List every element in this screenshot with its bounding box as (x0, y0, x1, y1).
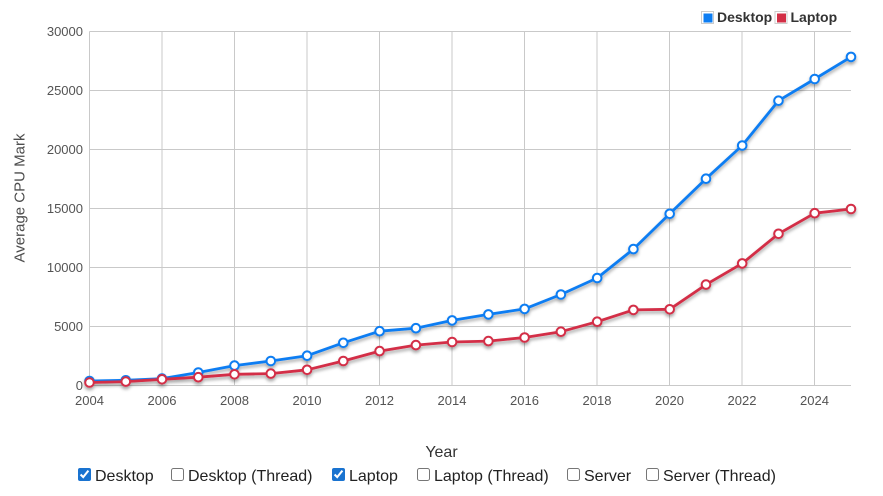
svg-text:2022: 2022 (728, 393, 757, 408)
svg-text:2006: 2006 (148, 393, 177, 408)
svg-text:Average CPU Mark: Average CPU Mark (12, 133, 29, 262)
svg-text:25000: 25000 (47, 83, 83, 98)
svg-text:2014: 2014 (438, 393, 467, 408)
svg-text:2018: 2018 (583, 393, 612, 408)
svg-text:2012: 2012 (365, 393, 394, 408)
svg-text:0: 0 (76, 378, 83, 393)
svg-text:5000: 5000 (54, 319, 83, 334)
svg-text:Laptop: Laptop (791, 9, 838, 25)
svg-text:2008: 2008 (220, 393, 249, 408)
svg-text:2020: 2020 (655, 393, 684, 408)
svg-text:10000: 10000 (47, 260, 83, 275)
svg-text:2016: 2016 (510, 393, 539, 408)
svg-text:20000: 20000 (47, 142, 83, 157)
svg-text:30000: 30000 (47, 24, 83, 39)
svg-text:Desktop: Desktop (717, 9, 772, 25)
svg-text:2010: 2010 (293, 393, 322, 408)
svg-text:15000: 15000 (47, 201, 83, 216)
svg-text:2004: 2004 (75, 393, 104, 408)
svg-text:2024: 2024 (800, 393, 829, 408)
